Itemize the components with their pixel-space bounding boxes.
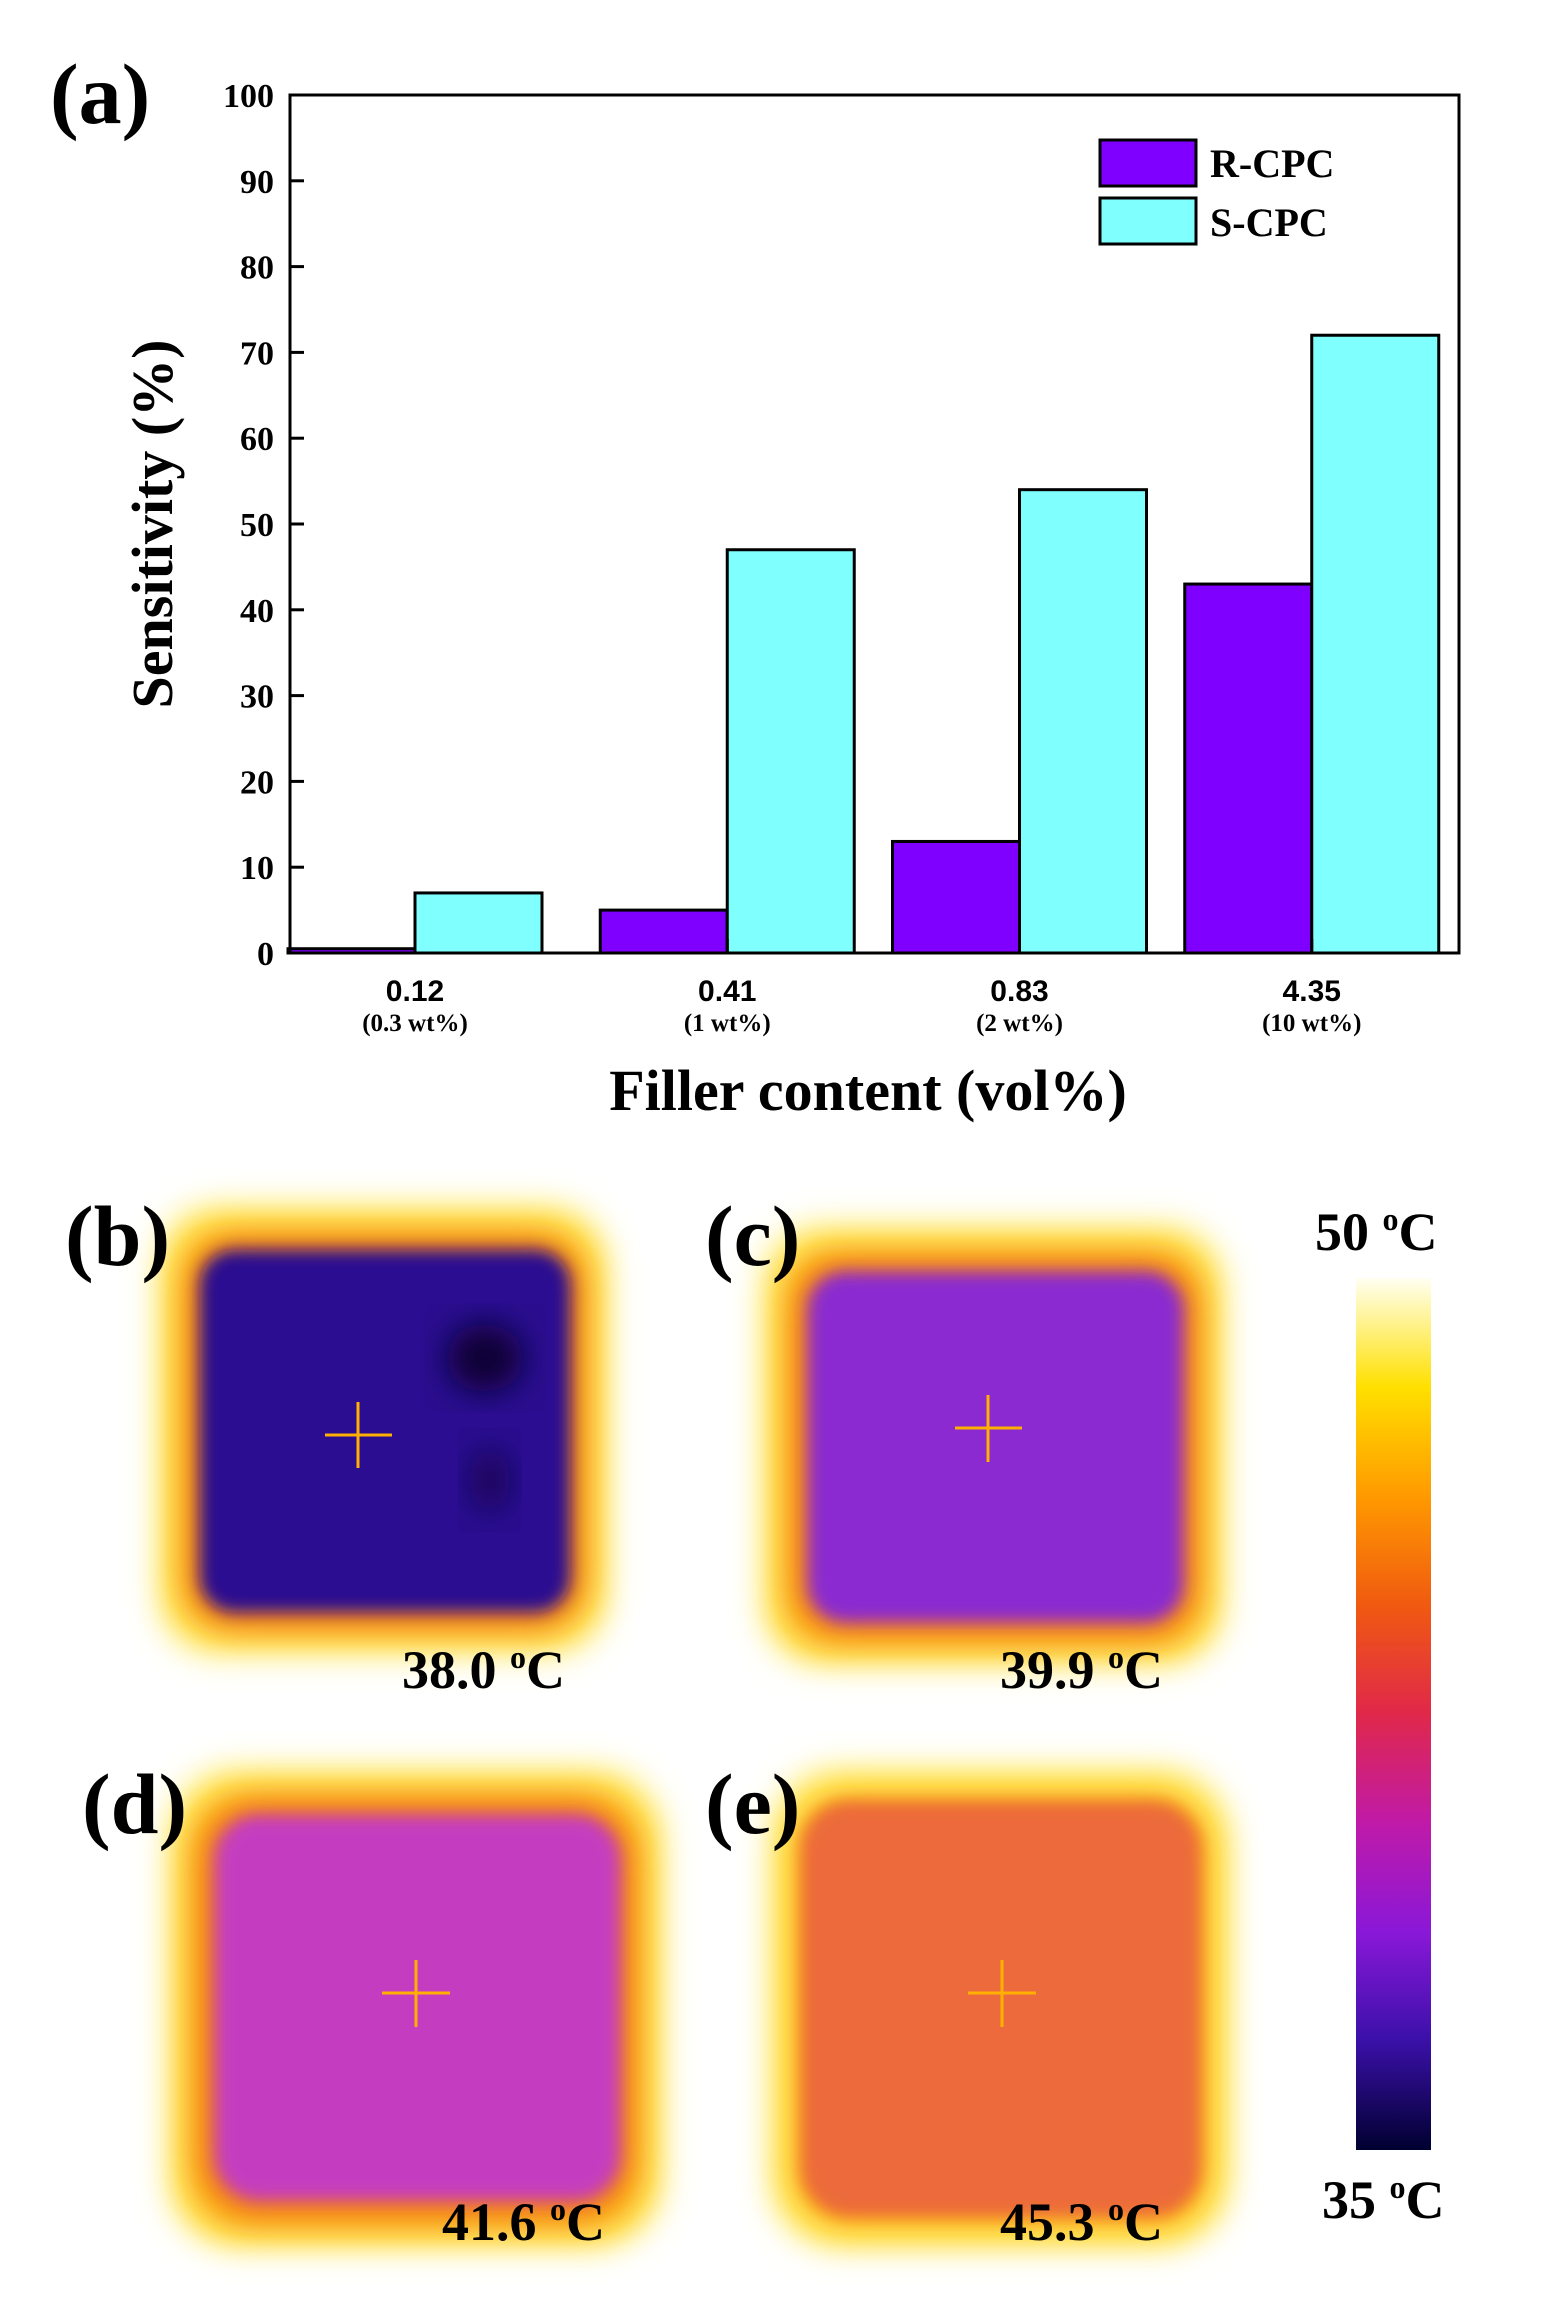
legend: R-CPC S-CPC xyxy=(1098,138,1334,246)
bar-s-cpc-0.83 xyxy=(1018,488,1148,955)
temperature-colorbar: 50 oC 35 oC xyxy=(1315,1201,1445,2230)
crosshair-d xyxy=(382,1960,450,2027)
colorbar-max-label: 50 oC xyxy=(1315,1201,1438,1262)
legend-swatch-r-cpc xyxy=(1098,138,1198,188)
bar-s-cpc-0.41 xyxy=(725,548,856,955)
bars-group xyxy=(286,333,1441,955)
x-tick-label-0.41: 0.41 xyxy=(698,975,756,1008)
bar-r-cpc-4.35 xyxy=(1183,582,1314,955)
legend-label-s-cpc: S-CPC xyxy=(1210,200,1328,245)
x-axis-title: Filler content (vol%) xyxy=(609,1058,1127,1123)
panel-label-e: (e) xyxy=(705,1756,800,1852)
thermal-panel-e: (e) 45.3 oC xyxy=(705,1756,1230,2252)
temperature-readout-d: 41.6 oC xyxy=(442,2191,605,2252)
y-tick-label-80: 80 xyxy=(240,250,274,287)
y-tick-label-90: 90 xyxy=(240,164,274,201)
x-tick-label-4.35: 4.35 xyxy=(1283,975,1341,1008)
x-tick-sublabel-4.35: (10 wt%) xyxy=(1262,1010,1361,1037)
bar-r-cpc-0.83 xyxy=(891,839,1021,955)
plot-frame xyxy=(288,93,1461,955)
thermal-panel-d: (d) 41.6 oC xyxy=(82,1756,663,2252)
y-tick-label-100: 100 xyxy=(223,78,274,115)
crosshair-c xyxy=(955,1395,1022,1462)
bar-chart: (a) 0 10 20 30 40 50 60 70 80 90 100 0.12(0.3 wt%)… xyxy=(50,46,1461,1123)
x-tick-sublabel-0.41: (1 wt%) xyxy=(684,1010,771,1037)
thermal-image-b xyxy=(158,1205,608,1655)
y-ticks: 0 10 20 30 40 50 60 70 80 90 100 xyxy=(223,78,304,973)
crosshair-b xyxy=(325,1402,392,1468)
temperature-readout-c: 39.9 oC xyxy=(1000,1639,1163,1700)
thermal-panel-c: (c) 39.9 oC xyxy=(705,1188,1224,1700)
y-tick-label-0: 0 xyxy=(257,936,274,973)
x-tick-label-0.83: 0.83 xyxy=(990,975,1048,1008)
panel-label-c: (c) xyxy=(705,1188,800,1284)
bar-r-cpc-0.41 xyxy=(598,908,729,955)
thermal-image-c xyxy=(762,1225,1224,1665)
panel-label-a: (a) xyxy=(50,46,150,142)
thermal-image-e xyxy=(770,1768,1230,2248)
colorbar-min-label: 35 oC xyxy=(1322,2169,1445,2230)
y-tick-label-20: 20 xyxy=(240,764,274,801)
crosshair-e xyxy=(968,1960,1036,2027)
temperature-readout-b: 38.0 oC xyxy=(402,1639,565,1700)
x-tick-label-0.12: 0.12 xyxy=(386,975,444,1008)
thermal-panel-b: (b) 38.0 oC xyxy=(65,1188,608,1700)
colorbar-gradient xyxy=(1356,1278,1431,2150)
y-tick-label-50: 50 xyxy=(240,507,274,544)
legend-swatch-s-cpc xyxy=(1098,196,1198,246)
panel-label-d: (d) xyxy=(82,1756,187,1852)
x-tick-sublabel-0.83: (2 wt%) xyxy=(976,1010,1063,1037)
y-tick-label-70: 70 xyxy=(240,335,274,372)
y-axis-title: Sensitivity (%) xyxy=(120,340,185,709)
y-tick-label-40: 40 xyxy=(240,593,274,630)
bar-s-cpc-0.12 xyxy=(413,891,544,955)
x-tick-sublabel-0.12: (0.3 wt%) xyxy=(362,1010,468,1037)
x-ticks: 0.12(0.3 wt%) 0.41(1 wt%) 0.83(2 wt%) 4.35(… xyxy=(362,939,1361,1037)
y-tick-label-60: 60 xyxy=(240,421,274,458)
y-tick-label-30: 30 xyxy=(240,679,274,716)
temperature-readout-e: 45.3 oC xyxy=(1000,2191,1163,2252)
y-tick-label-10: 10 xyxy=(240,850,274,887)
panel-label-b: (b) xyxy=(65,1188,170,1284)
legend-label-r-cpc: R-CPC xyxy=(1210,141,1334,186)
bar-s-cpc-4.35 xyxy=(1310,333,1441,955)
